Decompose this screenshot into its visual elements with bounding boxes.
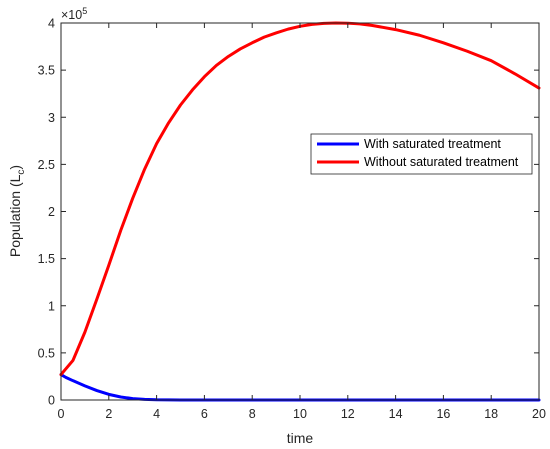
y-tick-label: 4: [48, 17, 55, 31]
x-axis: 0 2 4 6 8 10 12 14 16 18 20: [58, 23, 546, 421]
legend-label-with-treatment: With saturated treatment: [364, 137, 501, 151]
y-tick-label: 2: [48, 205, 55, 219]
y-axis-label-close: ): [7, 165, 23, 170]
y-tick-label: 0: [48, 394, 55, 408]
x-tick-label: 10: [293, 407, 307, 421]
y-axis-label-main: Population (L: [7, 174, 23, 257]
x-axis-label: time: [287, 430, 314, 446]
x-tick-label: 20: [532, 407, 546, 421]
y-axis-label: Population (Lc): [7, 165, 27, 257]
x-tick-label: 12: [341, 407, 355, 421]
x-tick-label: 2: [105, 407, 112, 421]
y-axis: 0 0.5 1 1.5 2 2.5 3 3.5 4: [38, 17, 539, 408]
plot-background: [61, 23, 539, 400]
series-line-1: [59, 21, 541, 377]
x-tick-label: 8: [249, 407, 256, 421]
x-tick-label: 14: [389, 407, 403, 421]
legend: With saturated treatment Without saturat…: [310, 133, 533, 175]
y-axis-exponent: ×105: [61, 6, 87, 22]
legend-label-without-treatment: Without saturated treatment: [364, 155, 519, 169]
legend-box: [310, 133, 533, 175]
y-tick-label: 1: [48, 299, 55, 313]
x-tick-label: 6: [201, 407, 208, 421]
x-tick-label: 0: [58, 407, 65, 421]
y-tick-label: 3: [48, 111, 55, 125]
y-tick-label: 1.5: [38, 252, 55, 266]
y-tick-label: 3.5: [38, 64, 55, 78]
x-tick-label: 4: [153, 407, 160, 421]
x-tick-label: 16: [436, 407, 450, 421]
y-tick-label: 0.5: [38, 346, 55, 360]
x-tick-label: 18: [484, 407, 498, 421]
y-axis-exponent-base: ×10: [61, 8, 82, 22]
plot-area: [59, 21, 541, 402]
y-axis-exponent-power: 5: [82, 6, 87, 16]
y-tick-label: 2.5: [38, 158, 55, 172]
y-axis-label-subscript: c: [16, 170, 27, 175]
